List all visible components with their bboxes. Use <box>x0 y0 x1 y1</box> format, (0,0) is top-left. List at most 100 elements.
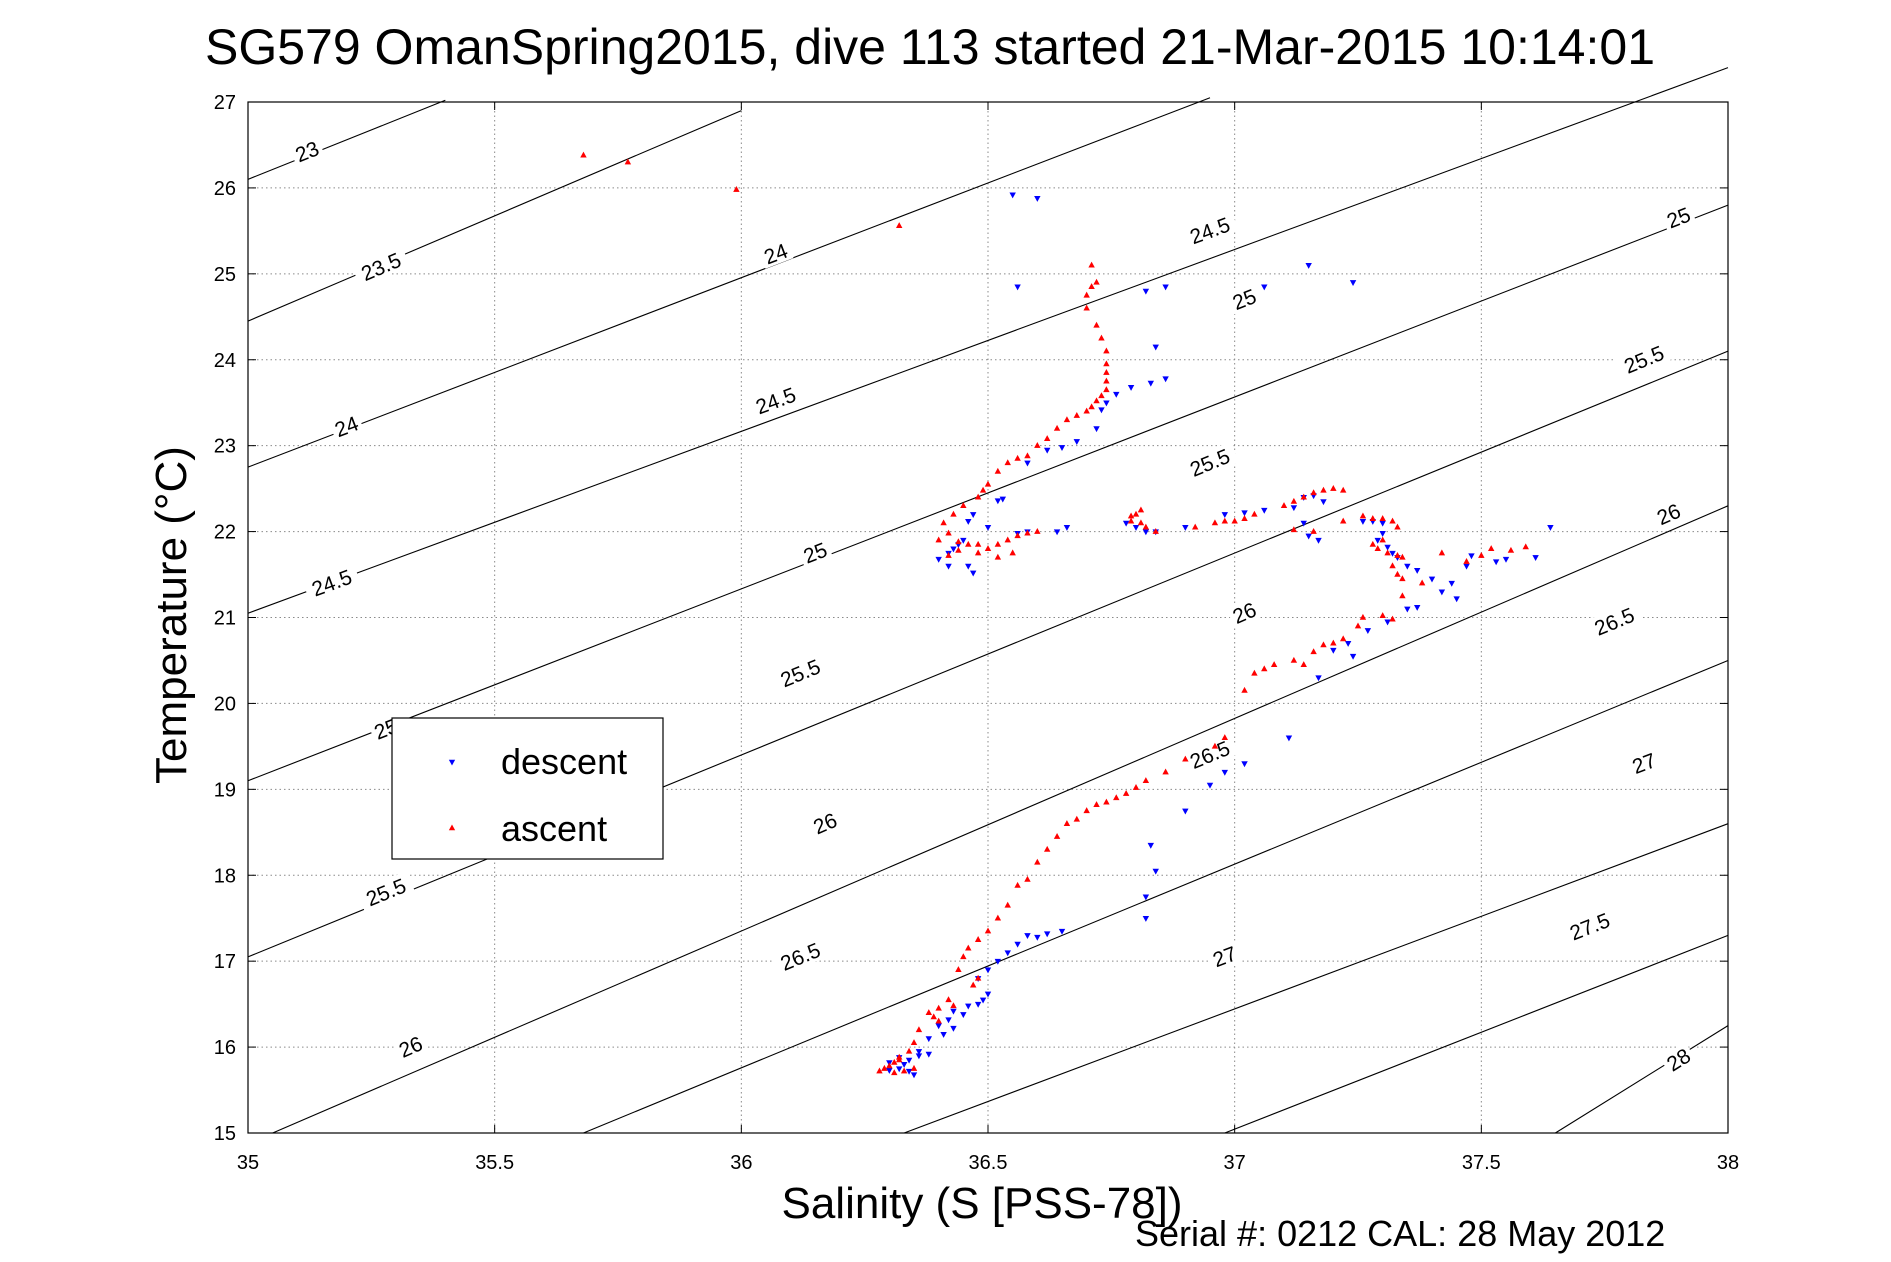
ascent-point <box>1478 552 1485 558</box>
ascent-point <box>1300 493 1307 500</box>
descent-point <box>1349 280 1357 287</box>
x-tick-label: 37.5 <box>1462 1152 1501 1174</box>
ascent-point <box>1369 540 1377 547</box>
ascent-point <box>969 981 977 988</box>
ascent-point <box>935 536 942 543</box>
ascent-point <box>1394 523 1401 530</box>
descent-point <box>1413 604 1421 611</box>
ascent-point <box>1083 807 1090 814</box>
contour-label-gap <box>351 245 410 287</box>
ascent-point <box>881 1064 888 1071</box>
ascent-point <box>974 493 982 500</box>
y-tick-label: 15 <box>214 1123 236 1145</box>
ascent-point <box>1394 552 1401 558</box>
ascent-point <box>1369 515 1377 521</box>
ascent-point <box>1063 416 1071 423</box>
ascent-point <box>945 996 952 1003</box>
ascent-point <box>1211 742 1219 749</box>
ascent-point <box>891 1058 898 1065</box>
descent-point <box>1404 606 1411 613</box>
ascent-point <box>935 1004 942 1011</box>
contour-label-gap <box>356 871 415 912</box>
ascent-point <box>895 1056 903 1063</box>
descent-point <box>1014 941 1021 948</box>
ascent-point <box>915 1026 923 1033</box>
ascent-point <box>1290 497 1298 504</box>
ascent-point <box>1463 558 1470 564</box>
descent-point <box>905 1068 913 1075</box>
ascent-point <box>1310 527 1317 534</box>
ascent-point <box>1418 579 1426 586</box>
ascent-point <box>1088 283 1095 289</box>
ascent-point <box>984 927 992 934</box>
ascent-point <box>1103 377 1110 384</box>
ascent-point <box>1379 536 1386 543</box>
descent-point <box>1384 544 1391 551</box>
x-tick-label: 38 <box>1717 1152 1739 1174</box>
contour-label-gap <box>806 806 843 839</box>
serial-cal-footer: Serial #: 0212 CAL: 28 May 2012 <box>1135 1213 1665 1254</box>
descent-point <box>1261 284 1268 291</box>
descent-point <box>1448 580 1455 587</box>
contour-label-gap <box>288 135 325 167</box>
descent-point <box>1142 894 1150 901</box>
descent-point <box>999 496 1007 503</box>
ascent-point <box>1399 575 1406 582</box>
descent-point <box>945 563 952 570</box>
contour-label-gap <box>757 237 794 269</box>
descent-point <box>900 1062 908 1068</box>
descent-point <box>994 498 1002 505</box>
descent-point <box>974 1001 982 1008</box>
ascent-point <box>994 553 1002 560</box>
density-contour-line <box>1555 1025 1729 1134</box>
ascent-point <box>1310 648 1317 655</box>
descent-point <box>1413 567 1421 574</box>
descent-point <box>965 563 972 570</box>
ascent-point <box>1073 411 1081 418</box>
descent-point <box>969 570 977 577</box>
grid-lines <box>248 102 1728 1133</box>
descent-point <box>1147 842 1155 849</box>
ascent-point <box>974 936 982 942</box>
ascent-point <box>1098 334 1105 341</box>
ascent-point <box>910 1064 918 1071</box>
ascent-point <box>1394 570 1401 577</box>
descent-point <box>1300 520 1307 527</box>
descent-point <box>915 1053 923 1060</box>
ascent-point <box>1152 527 1159 534</box>
descent-point <box>1389 550 1396 557</box>
ascent-point <box>1384 549 1391 556</box>
ascent-point <box>1241 686 1248 693</box>
legend-marker-descent <box>448 759 456 766</box>
ascent-point <box>1330 484 1337 491</box>
ascent-point <box>1359 512 1367 519</box>
ascent-point <box>1053 424 1061 431</box>
ascent-point <box>1093 801 1100 808</box>
descent-point <box>1098 407 1105 414</box>
contour-label-gap <box>1226 282 1263 315</box>
legend-descent-triangle <box>448 759 456 766</box>
ascent-point <box>1122 790 1130 796</box>
density-contour-line <box>1224 934 1729 1134</box>
ascent-point <box>1043 845 1051 852</box>
descent-point <box>1162 284 1169 291</box>
ascent-point <box>1132 783 1140 790</box>
descent-point <box>1004 950 1011 957</box>
y-tick-label: 19 <box>214 779 236 801</box>
descent-point <box>1103 400 1110 407</box>
y-tick-label: 24 <box>214 350 236 372</box>
ascent-point <box>945 529 952 536</box>
contour-label-gap <box>1659 1041 1697 1077</box>
ascent-point <box>965 944 972 951</box>
density-contour-line <box>247 99 446 180</box>
ascent-point <box>895 222 903 228</box>
descent-point <box>1404 563 1411 570</box>
descent-point <box>1073 439 1081 445</box>
ascent-point <box>1113 794 1120 801</box>
ascent-point <box>1182 755 1189 762</box>
descent-point <box>1349 653 1357 660</box>
ascent-point <box>1009 549 1016 556</box>
ascent-point <box>1251 669 1258 676</box>
descent-point <box>1463 563 1470 570</box>
ascent-point <box>1024 875 1031 882</box>
